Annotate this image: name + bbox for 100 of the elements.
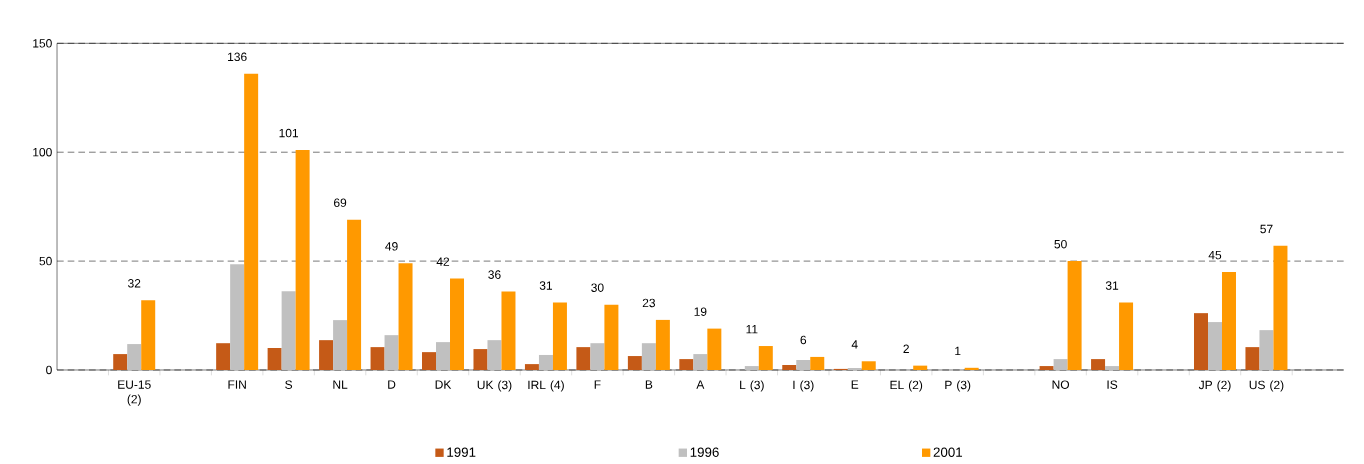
x-tick-label: JP (2): [1198, 380, 1231, 392]
bar: [1207, 322, 1222, 370]
bar: [641, 343, 656, 370]
bar: [590, 343, 605, 370]
bar: [1119, 302, 1134, 370]
bar: [295, 149, 310, 370]
bar: [267, 347, 282, 370]
x-tick-label: DK: [435, 380, 452, 389]
bar: [810, 356, 825, 370]
bar: [333, 320, 348, 370]
bar: [1245, 347, 1260, 370]
bar: [1067, 261, 1082, 370]
x-tick-label: S: [285, 380, 293, 389]
data-label: 30: [591, 283, 604, 292]
data-label: 45: [1208, 250, 1222, 260]
bar: [744, 366, 759, 370]
bar: [524, 364, 539, 370]
x-tick-label: A: [696, 380, 705, 389]
data-label: 2: [903, 344, 909, 353]
bar: [861, 361, 876, 370]
bar: [281, 291, 296, 370]
x-tick-label: D: [388, 380, 396, 389]
bar: [655, 319, 670, 370]
x-tick-label: E: [851, 380, 859, 389]
bar: [758, 345, 773, 370]
bar: [216, 343, 231, 370]
bar: [1091, 359, 1106, 370]
bar: [679, 359, 694, 370]
bar: [1053, 359, 1068, 370]
bar: [552, 302, 567, 370]
bar: [501, 291, 516, 370]
bar: [422, 352, 437, 370]
bar: [1273, 245, 1288, 370]
x-tick-label: FIN: [228, 380, 246, 389]
bar: [384, 335, 399, 370]
bar: [913, 365, 928, 370]
bar: [538, 354, 553, 370]
bar: [604, 304, 619, 370]
legend-label: 1991: [447, 447, 476, 457]
data-label: 31: [1105, 281, 1119, 290]
x-tick-label: NL: [333, 380, 348, 389]
bar: [1193, 313, 1208, 370]
bar: [964, 367, 979, 370]
bar: [1039, 366, 1054, 370]
data-label: 101: [279, 128, 299, 138]
x-tick-label: I (3): [793, 380, 814, 392]
legend-label: 2001: [933, 447, 963, 457]
data-label: 136: [228, 52, 247, 62]
bar: [450, 278, 465, 370]
y-tick-label: 50: [39, 256, 52, 266]
data-label: 23: [642, 298, 656, 308]
bar: [796, 359, 811, 370]
legend-label: 1996: [690, 447, 719, 457]
y-tick-label: 150: [33, 39, 52, 48]
data-label: 49: [385, 242, 398, 251]
bar: [1221, 271, 1236, 370]
bar: [473, 349, 488, 370]
bar: [436, 342, 451, 370]
data-label: 42: [436, 257, 450, 266]
x-tick-label: US (2): [1249, 380, 1284, 392]
bar: [1259, 330, 1274, 370]
x-tick-label: EL (2): [890, 380, 923, 392]
bar: [113, 354, 128, 370]
data-label: 11: [746, 325, 758, 334]
bar: [576, 347, 591, 370]
bar: [693, 354, 708, 370]
bar: [370, 347, 385, 370]
bar: [230, 264, 245, 370]
x-tick-label: NO: [1052, 380, 1070, 389]
bar: [319, 340, 334, 370]
y-tick-label: 0: [46, 365, 52, 375]
data-label: 31: [539, 281, 553, 290]
data-label: 19: [694, 307, 707, 316]
x-tick-label: UK (3): [477, 380, 512, 392]
data-label: 36: [488, 270, 501, 279]
data-label: 4: [851, 340, 858, 349]
bar: [627, 356, 642, 370]
bar: [244, 73, 259, 370]
x-tick-label: P (3): [945, 380, 971, 392]
y-tick-label: 100: [33, 147, 52, 157]
x-tick-label: B: [645, 380, 653, 389]
x-tick-label: IS: [1107, 380, 1118, 389]
data-label: 69: [334, 198, 347, 207]
data-label: 1: [955, 346, 961, 356]
data-label: 32: [128, 279, 141, 288]
data-label: 57: [1260, 224, 1273, 234]
x-tick-label: EU-15 (2): [118, 380, 151, 406]
x-tick-label: F: [594, 380, 601, 389]
bar: [487, 340, 502, 370]
bar: [347, 219, 362, 370]
data-label: 50: [1054, 239, 1067, 249]
bar: [707, 328, 722, 370]
bar: [1105, 366, 1120, 370]
x-tick-label: IRL (4): [528, 380, 564, 392]
bar: [127, 344, 142, 370]
bar: [782, 364, 797, 370]
data-label: 6: [800, 335, 807, 345]
bar: [141, 300, 156, 370]
x-tick-label: L (3): [740, 380, 764, 392]
bar: [398, 263, 413, 370]
